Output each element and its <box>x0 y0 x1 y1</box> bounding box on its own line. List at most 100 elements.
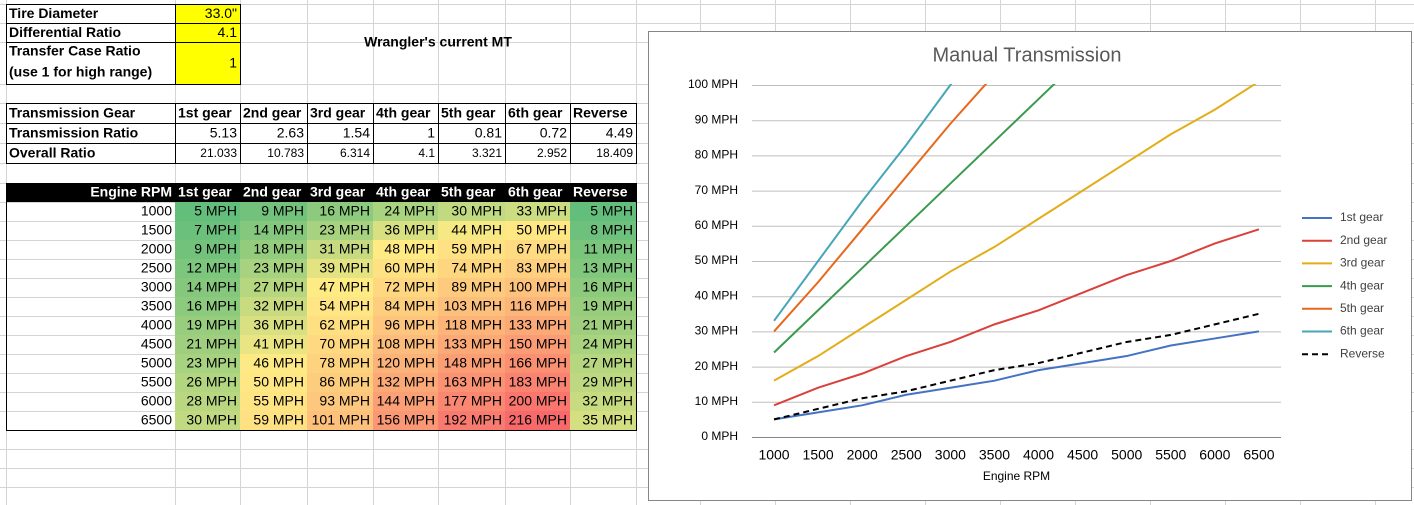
header-cell: 1st gear <box>178 184 232 200</box>
speed-cell: 183 MPH <box>509 374 567 390</box>
input-label: Tire Diameter <box>9 5 99 21</box>
heat-cell <box>570 411 636 430</box>
speed-cell: 30 MPH <box>451 203 502 219</box>
heat-cell <box>438 335 505 354</box>
rpm-cell: 5500 <box>141 374 172 390</box>
ratio-cell: 18.409 <box>596 146 633 160</box>
heat-cell <box>570 202 636 221</box>
heat-cell <box>373 278 438 297</box>
heat-cell <box>307 411 373 430</box>
heat-cell <box>438 297 505 316</box>
heat-cell <box>175 354 240 373</box>
speed-cell: 41 MPH <box>253 336 304 352</box>
legend-label: 5th gear <box>1340 301 1384 315</box>
heat-cell <box>307 297 373 316</box>
heat-cell <box>570 316 636 335</box>
header-cell: 6th gear <box>508 184 563 200</box>
speed-cell: 24 MPH <box>384 203 435 219</box>
heat-cell <box>175 392 240 411</box>
table-border <box>6 4 241 85</box>
speed-cell: 19 MPH <box>186 317 237 333</box>
heat-cell <box>505 335 570 354</box>
heat-cell <box>505 278 570 297</box>
heat-cell <box>175 316 240 335</box>
heat-cell <box>307 278 373 297</box>
legend-label: 1st gear <box>1340 210 1383 224</box>
series-line <box>773 330 1260 421</box>
heat-cell <box>438 278 505 297</box>
heat-cell <box>373 316 438 335</box>
legend-label: 4th gear <box>1340 278 1384 292</box>
speed-cell: 103 MPH <box>444 298 502 314</box>
heat-cell <box>240 354 307 373</box>
speed-cell: 16 MPH <box>582 279 633 295</box>
x-tick-label: 6000 <box>1199 447 1230 463</box>
x-tick-label: 2500 <box>891 447 922 463</box>
speed-cell: 7 MPH <box>194 222 237 238</box>
speed-cell: 31 MPH <box>319 241 370 257</box>
header-cell: 3rd gear <box>310 105 366 121</box>
x-tick-label: 6500 <box>1243 447 1274 463</box>
header-cell: 2nd gear <box>243 184 302 200</box>
heat-cell <box>240 221 307 240</box>
speed-cell: 14 MPH <box>186 279 237 295</box>
speed-cell: 96 MPH <box>384 317 435 333</box>
heat-cell <box>175 278 240 297</box>
ratio-cell: 2.952 <box>537 146 567 160</box>
speed-cell: 18 MPH <box>253 241 304 257</box>
speed-cell: 36 MPH <box>253 317 304 333</box>
ratio-cell: 3.321 <box>472 146 502 160</box>
speed-cell: 5 MPH <box>590 203 633 219</box>
heat-cell <box>570 335 636 354</box>
heat-cell <box>240 297 307 316</box>
x-tick-label: 3000 <box>935 447 966 463</box>
rpm-cell: 6500 <box>141 412 172 428</box>
ratio-cell: 0.72 <box>540 125 567 141</box>
heat-cell <box>438 259 505 278</box>
speed-cell: 108 MPH <box>377 336 435 352</box>
speed-cell: 8 MPH <box>590 222 633 238</box>
speed-cell: 133 MPH <box>444 336 502 352</box>
sheet-title: Wrangler's current MT <box>364 34 512 50</box>
rpm-cell: 4000 <box>141 317 172 333</box>
rpm-cell: 1000 <box>141 203 172 219</box>
legend-label: 3rd gear <box>1340 256 1385 270</box>
heat-cell <box>505 240 570 259</box>
heat-cell <box>570 354 636 373</box>
heat-cell <box>307 335 373 354</box>
speed-cell: 83 MPH <box>516 260 567 276</box>
heat-cell <box>240 259 307 278</box>
y-tick-label: 80 MPH <box>695 148 738 162</box>
rpm-cell: 5000 <box>141 355 172 371</box>
speed-cell: 192 MPH <box>444 412 502 428</box>
speed-cell: 78 MPH <box>319 355 370 371</box>
rpm-cell: 2500 <box>141 260 172 276</box>
x-tick-label: 1000 <box>758 447 789 463</box>
heat-cell <box>373 392 438 411</box>
heat-cell <box>570 221 636 240</box>
input-value: 4.1 <box>218 24 238 40</box>
speed-cell: 21 MPH <box>186 336 237 352</box>
speed-cell: 44 MPH <box>451 222 502 238</box>
heat-cell <box>307 221 373 240</box>
x-tick-label: 1500 <box>803 447 834 463</box>
y-tick-label: 50 MPH <box>695 253 738 267</box>
heat-cell <box>240 411 307 430</box>
legend-label: 6th gear <box>1340 324 1384 338</box>
heat-cell <box>175 221 240 240</box>
heat-cell <box>570 297 636 316</box>
rpm-cell: 3000 <box>141 279 172 295</box>
speed-cell: 27 MPH <box>582 355 633 371</box>
heat-cell <box>438 411 505 430</box>
heat-cell <box>373 335 438 354</box>
chart-area <box>648 31 1412 501</box>
heat-cell <box>175 335 240 354</box>
input-value: 1 <box>229 55 237 71</box>
ratio-cell: 5.13 <box>210 125 237 141</box>
legend-label: Reverse <box>1340 346 1385 360</box>
speed-cell: 50 MPH <box>253 374 304 390</box>
speed-cell: 54 MPH <box>319 298 370 314</box>
speed-cell: 23 MPH <box>253 260 304 276</box>
ratio-cell: 2.63 <box>277 125 304 141</box>
